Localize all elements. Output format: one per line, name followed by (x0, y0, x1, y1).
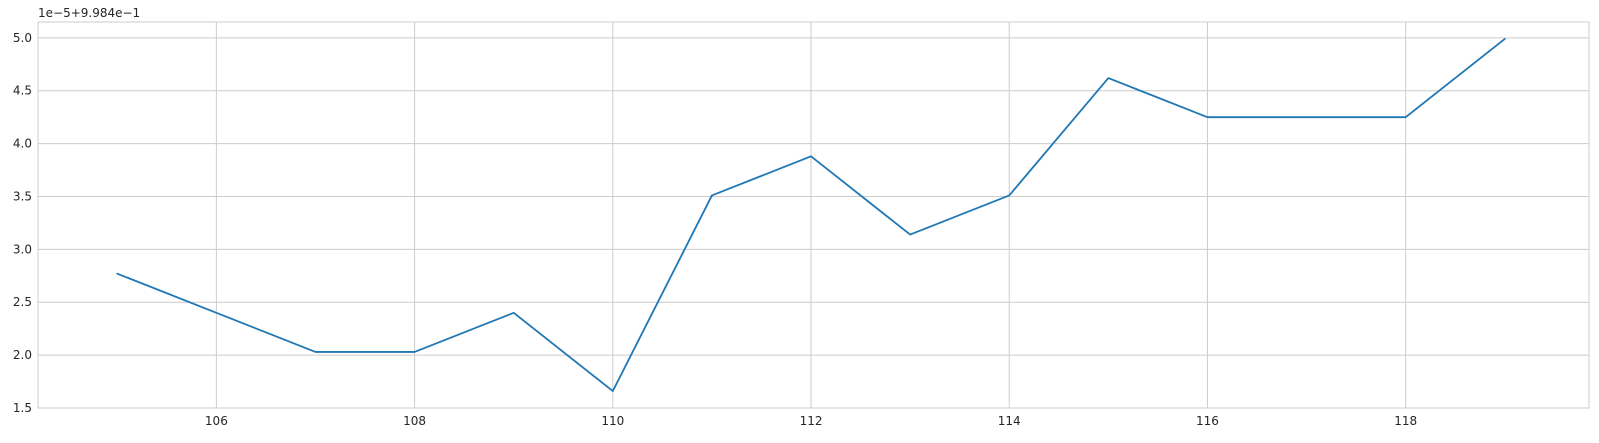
x-tick-label: 114 (998, 414, 1021, 428)
series-layer (116, 38, 1506, 392)
x-tick-label: 112 (800, 414, 823, 428)
y-tick-label: 3.5 (13, 189, 32, 203)
grid-lines (38, 22, 1589, 409)
y-tick-label: 2.0 (13, 348, 32, 362)
x-tick-label: 118 (1394, 414, 1417, 428)
x-tick-label: 108 (403, 414, 426, 428)
plot-area (37, 21, 1590, 409)
y-tick-label: 1.5 (13, 401, 32, 415)
x-tick-label: 106 (205, 414, 228, 428)
y-axis-ticks: 1.5 2.0 2.5 3.0 3.5 4.0 4.5 5.0 (13, 31, 32, 415)
y-tick-label: 2.5 (13, 295, 32, 309)
x-tick-label: 110 (601, 414, 624, 428)
y-axis-offset-text: 1e−5+9.984e−1 (38, 6, 140, 20)
series-line-0 (116, 38, 1506, 392)
y-tick-label: 4.0 (13, 137, 32, 151)
y-tick-label: 5.0 (13, 31, 32, 45)
x-tick-label: 116 (1196, 414, 1219, 428)
x-axis-ticks: 106 108 110 112 114 116 118 (205, 414, 1417, 428)
y-tick-label: 4.5 (13, 84, 32, 98)
y-tick-label: 3.0 (13, 242, 32, 256)
